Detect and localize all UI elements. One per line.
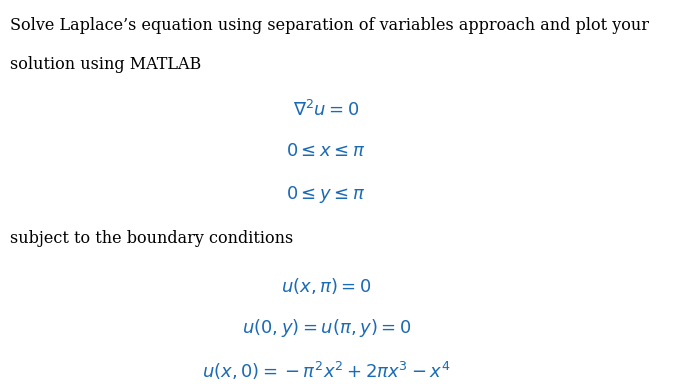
Text: Solve Laplace’s equation using separation of variables approach and plot your: Solve Laplace’s equation using separatio… <box>10 17 650 34</box>
Text: $0 \leq y \leq \pi$: $0 \leq y \leq \pi$ <box>287 184 366 205</box>
Text: subject to the boundary conditions: subject to the boundary conditions <box>10 230 294 247</box>
Text: $u(x, \pi) = 0$: $u(x, \pi) = 0$ <box>281 276 371 296</box>
Text: $u(x, 0) = -\pi^2 x^2 + 2\pi x^3 - x^4$: $u(x, 0) = -\pi^2 x^2 + 2\pi x^3 - x^4$ <box>202 360 450 382</box>
Text: $\nabla^2 u = 0$: $\nabla^2 u = 0$ <box>293 100 359 120</box>
Text: solution using MATLAB: solution using MATLAB <box>10 56 202 73</box>
Text: $0 \leq x \leq \pi$: $0 \leq x \leq \pi$ <box>287 142 366 160</box>
Text: $u(0, y) = u(\pi, y) = 0$: $u(0, y) = u(\pi, y) = 0$ <box>242 317 411 339</box>
